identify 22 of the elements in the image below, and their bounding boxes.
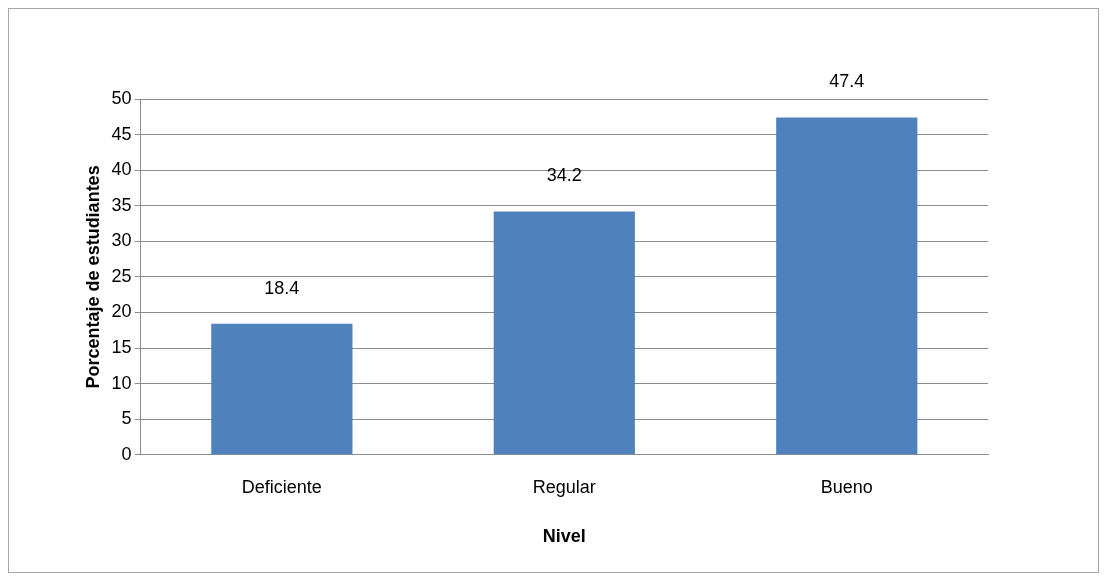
y-tick-label: 45 [111,123,132,144]
bar [493,211,635,455]
data-label: 34.2 [546,165,582,186]
x-axis-title: Nivel [542,526,586,547]
x-tick-label: Regular [532,476,596,497]
x-tick-label: Bueno [820,476,873,497]
y-axis-title: Porcentaje de estudiantes [82,165,103,389]
y-tick-label: 25 [111,265,132,286]
bar [211,323,353,455]
bar [776,117,918,455]
y-tick-label: 30 [111,230,132,251]
y-tick-label: 35 [111,194,132,215]
data-label: 47.4 [829,71,865,92]
y-tick-label: 0 [121,443,132,464]
y-tick-label: 5 [121,408,132,429]
y-tick-label: 50 [111,87,132,108]
y-tick-label: 40 [111,159,132,180]
data-label: 18.4 [264,277,300,298]
y-tick-label: 10 [111,372,132,393]
y-tick-label: 20 [111,301,132,322]
x-tick-label: Deficiente [241,476,322,497]
y-tick-label: 15 [111,337,132,358]
